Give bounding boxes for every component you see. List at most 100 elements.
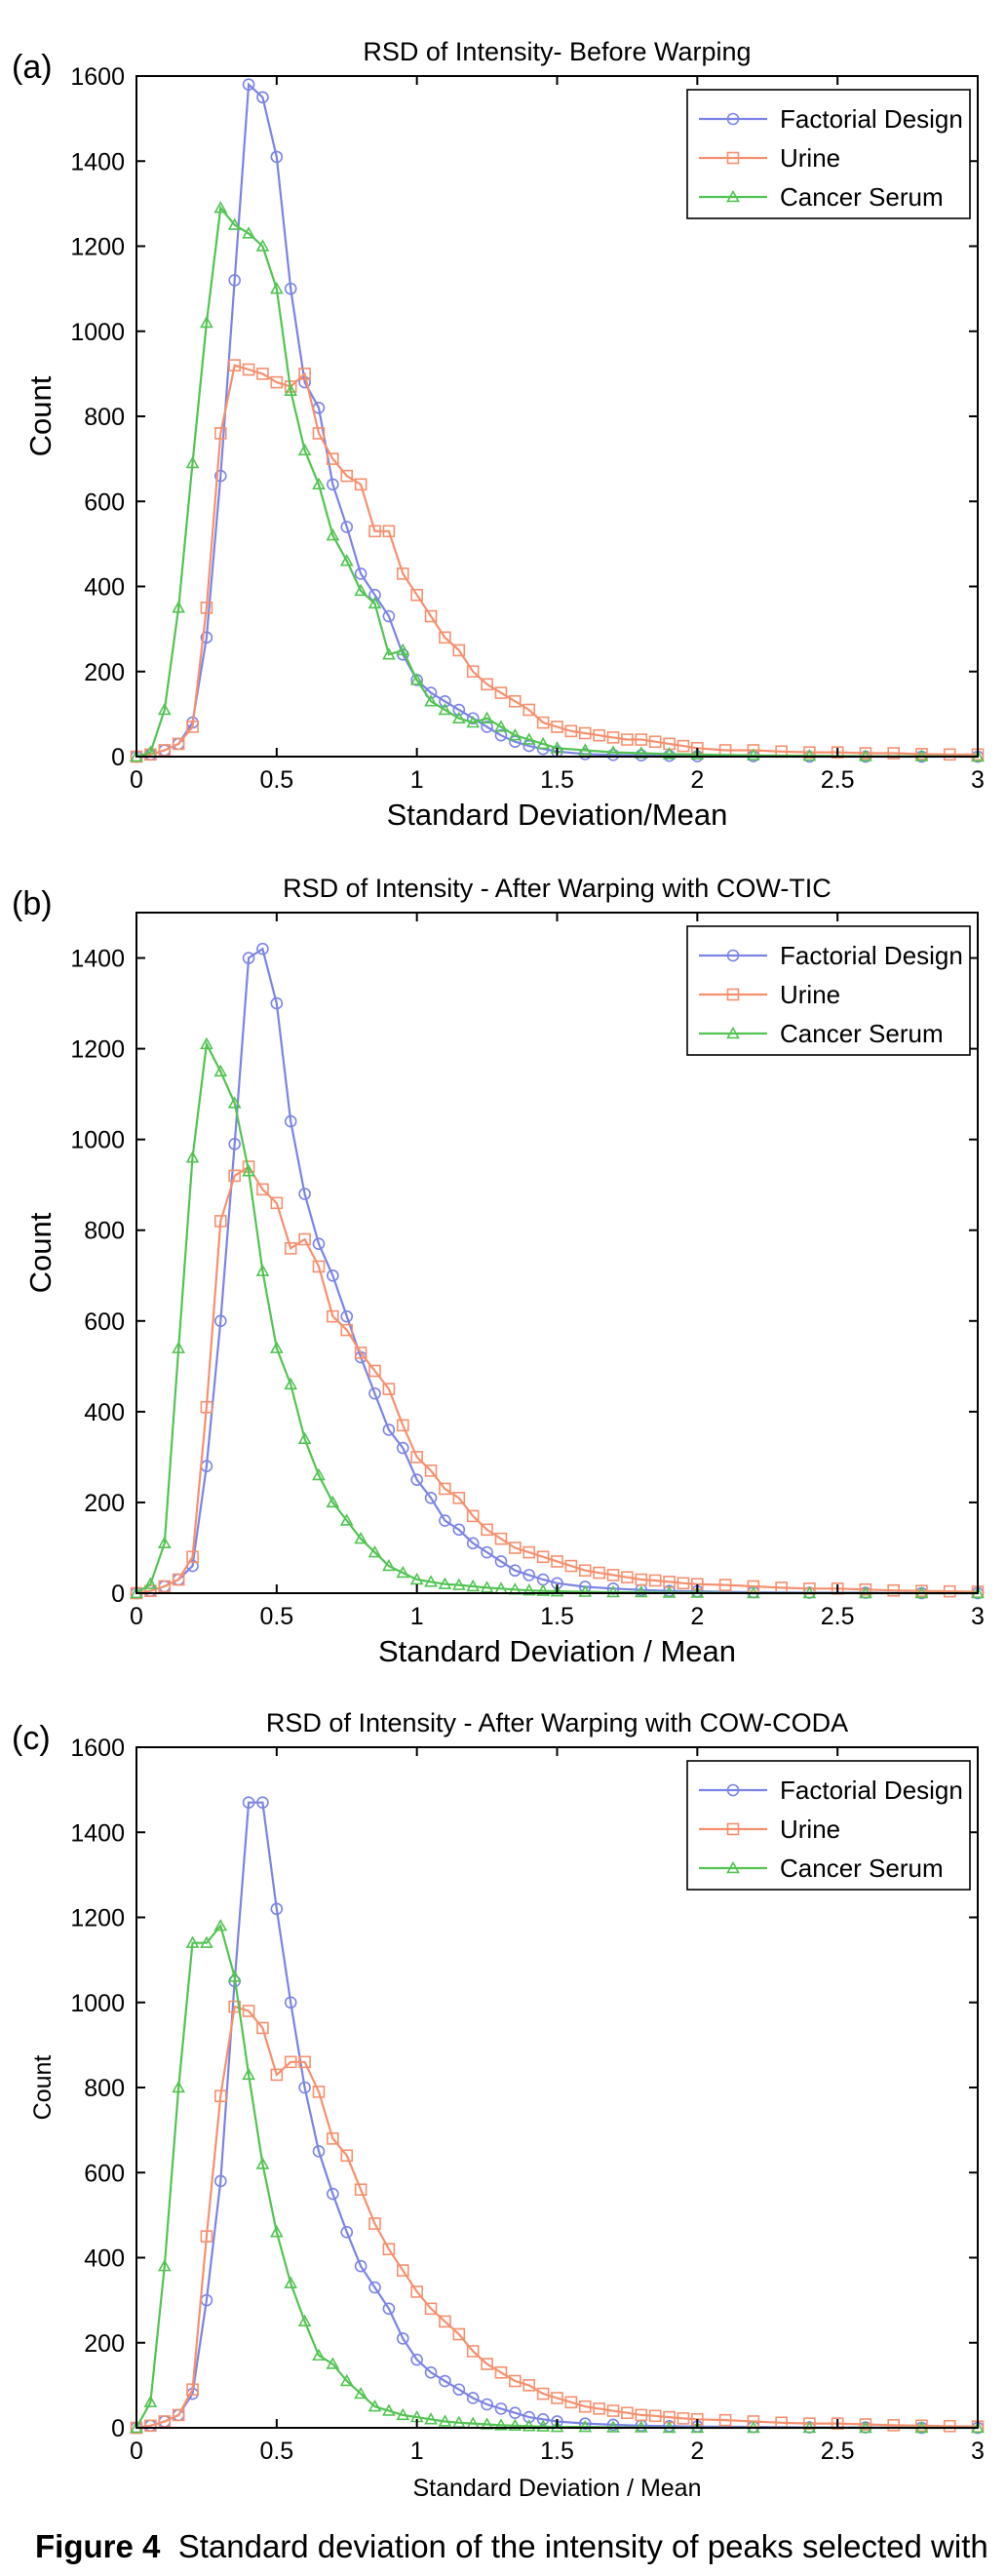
data-point: [859, 1582, 872, 1596]
legend-entry: Cancer Serum: [780, 1019, 944, 1048]
data-point: [452, 644, 466, 657]
data-point: [270, 375, 284, 389]
data-point: [466, 665, 480, 679]
data-point: [144, 2419, 157, 2433]
data-point: [508, 728, 522, 741]
data-point: [172, 2408, 185, 2422]
data-point: [466, 2345, 480, 2358]
data-point: [424, 2412, 438, 2425]
data-point: [284, 1377, 298, 1390]
data-point: [522, 2410, 536, 2424]
y-tick-label: 200: [84, 2330, 125, 2358]
data-point: [158, 744, 172, 757]
data-point: [409, 1572, 424, 1585]
data-point: [564, 724, 578, 738]
data-point: [368, 2217, 381, 2230]
data-point: [578, 1564, 592, 1578]
data-point: [270, 1196, 284, 1210]
data-point: [466, 715, 481, 728]
data-point: [803, 2417, 816, 2430]
data-point: [451, 1578, 466, 1590]
data-point: [494, 2365, 508, 2379]
data-point: [327, 478, 339, 491]
x-tick-label: 0: [130, 1603, 143, 1630]
data-point: [354, 567, 368, 580]
data-point: [200, 1935, 213, 1948]
data-point: [494, 720, 508, 732]
data-point: [438, 2414, 452, 2427]
data-point: [200, 1036, 213, 1050]
data-point: [158, 1580, 172, 1593]
y-tick-label: 400: [84, 2245, 125, 2273]
data-point: [172, 601, 186, 613]
panel-label: (a): [12, 49, 53, 86]
data-point: [522, 1569, 536, 1581]
data-point: [494, 2418, 508, 2431]
data-point: [284, 282, 297, 295]
y-axis-label: Count: [23, 1212, 58, 1293]
data-point: [439, 1514, 451, 1527]
data-point: [621, 1571, 634, 1584]
y-tick-label: 0: [111, 744, 125, 771]
data-point: [634, 1584, 648, 1598]
data-point: [452, 1491, 466, 1504]
data-point: [509, 1542, 522, 1554]
chart-panel-3: (c) RSD of Intensity - After Warping with…: [12, 1708, 985, 2502]
data-point: [536, 716, 550, 729]
x-tick-label: 0: [130, 766, 143, 794]
y-tick-label: 400: [84, 1399, 125, 1426]
legend-swatch-marker: [726, 949, 740, 962]
data-point: [522, 2379, 536, 2392]
data-point: [327, 2187, 339, 2201]
data-point: [803, 746, 816, 759]
data-point: [284, 383, 298, 397]
y-tick-label: 1600: [70, 63, 125, 91]
data-point: [297, 1431, 312, 1444]
data-point: [200, 2230, 213, 2243]
legend-entry: Factorial Design: [780, 1776, 963, 1805]
x-tick-label: 1.5: [540, 2438, 574, 2465]
x-tick-label: 1: [410, 2438, 424, 2465]
series-line-2: [135, 1165, 979, 1595]
data-point: [494, 1532, 508, 1545]
data-point: [327, 1309, 339, 1323]
x-tick-label: 2.5: [821, 1603, 855, 1630]
data-point: [340, 469, 354, 483]
x-tick-label: 1.5: [540, 1603, 574, 1630]
data-point: [256, 91, 269, 104]
data-point: [578, 1584, 593, 1597]
caption-label: Figure 4: [35, 2528, 161, 2564]
data-point: [621, 733, 634, 746]
data-point: [606, 1584, 620, 1598]
data-point: [228, 1138, 241, 1151]
data-point: [690, 747, 705, 761]
y-tick-label: 200: [84, 1490, 125, 1517]
data-point: [200, 1400, 213, 1414]
x-tick-label: 2: [690, 2438, 704, 2465]
data-point: [439, 631, 451, 644]
data-point: [466, 1509, 480, 1523]
x-tick-label: 1: [410, 766, 424, 794]
data-point: [466, 1579, 481, 1592]
data-point: [382, 525, 396, 538]
data-point: [284, 1996, 297, 2010]
data-point: [327, 1268, 339, 1282]
data-point: [255, 2157, 270, 2169]
data-point: [200, 315, 213, 329]
data-point: [424, 1464, 438, 1477]
data-point: [424, 2302, 438, 2316]
x-tick-label: 0: [130, 2438, 143, 2465]
data-point: [635, 2408, 648, 2422]
series-line-2: [135, 364, 978, 759]
data-point: [536, 2419, 550, 2432]
data-point: [312, 1467, 326, 1481]
data-point: [382, 609, 396, 623]
data-point: [312, 2348, 326, 2361]
data-point: [578, 743, 593, 756]
data-point: [312, 477, 326, 490]
data-point: [269, 1341, 284, 1353]
data-point: [284, 2055, 297, 2069]
y-axis-label: Count: [29, 2055, 57, 2121]
data-point: [481, 2398, 493, 2411]
data-point: [564, 1559, 578, 1573]
